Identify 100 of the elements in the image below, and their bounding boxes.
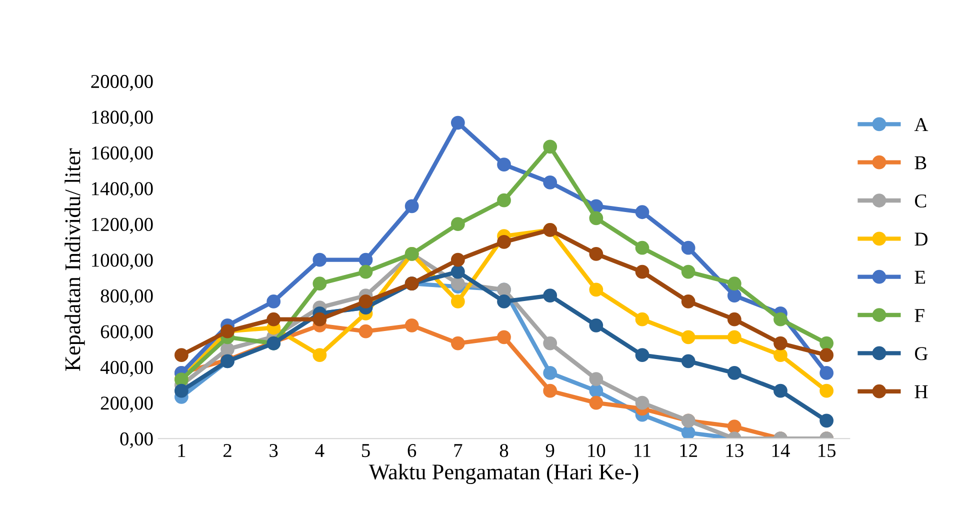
y-axis-title: Kepadatan Individu/ liter <box>64 148 85 371</box>
point <box>543 176 558 190</box>
x-axis-title: Waktu Pengamatan (Hari Ke-) <box>368 464 638 484</box>
point <box>589 372 604 386</box>
y-tick-label: 2000,00 <box>91 74 153 91</box>
point <box>635 205 650 220</box>
point <box>589 396 604 410</box>
point <box>312 276 327 291</box>
point <box>774 312 788 326</box>
y-tick-label: 0,00 <box>120 432 153 448</box>
point <box>543 288 558 303</box>
x-tick-label: 5 <box>362 444 370 458</box>
point <box>589 211 604 226</box>
y-tick-label: 400,00 <box>100 360 153 377</box>
point <box>450 217 465 232</box>
y-tick-label: 200,00 <box>100 396 153 413</box>
point <box>174 348 188 362</box>
point <box>635 264 650 279</box>
point <box>450 276 465 291</box>
point <box>727 330 742 344</box>
x-tick-label: 12 <box>680 444 697 457</box>
point <box>312 312 327 326</box>
y-tick-label: 1200,00 <box>92 218 153 234</box>
point <box>589 246 604 261</box>
point <box>497 330 511 344</box>
y-tick-label: 800,00 <box>100 289 153 306</box>
x-tick-label: 4 <box>315 444 324 457</box>
x-tick-label: 14 <box>772 444 790 457</box>
point <box>681 264 696 279</box>
x-tick-label: 7 <box>454 444 462 457</box>
x-tick-label: 11 <box>634 444 650 457</box>
point <box>266 294 281 308</box>
y-tick-label: 600,00 <box>100 325 153 342</box>
point <box>820 348 834 362</box>
point <box>635 396 650 410</box>
point <box>727 288 742 303</box>
legend-label: F <box>914 309 924 322</box>
point <box>543 384 558 398</box>
point <box>681 240 696 255</box>
point <box>497 158 511 172</box>
legend-label: B <box>914 156 926 170</box>
point <box>543 140 558 154</box>
point <box>358 294 373 308</box>
y-tick-label: 1000,00 <box>92 254 153 270</box>
point <box>681 354 696 368</box>
legend-label: H <box>914 385 928 398</box>
point <box>266 312 281 326</box>
point <box>681 294 696 308</box>
point <box>635 348 650 362</box>
legend-label: C <box>915 194 926 208</box>
x-tick-label: 6 <box>408 444 416 458</box>
x-tick-label: 9 <box>546 444 554 458</box>
point <box>589 318 604 332</box>
point <box>635 312 650 326</box>
y-tick-label: 1800,00 <box>92 110 153 127</box>
point <box>358 264 373 279</box>
point <box>450 116 465 130</box>
point <box>312 252 327 267</box>
point <box>635 240 650 255</box>
point <box>543 336 558 350</box>
point <box>727 420 742 434</box>
x-tick-label: 3 <box>270 444 278 458</box>
point <box>497 235 511 249</box>
point <box>820 336 834 350</box>
point <box>727 276 742 291</box>
x-tick-label: 15 <box>818 444 836 458</box>
x-tick-label: 2 <box>224 444 232 457</box>
point <box>450 336 465 350</box>
point <box>450 294 465 308</box>
legend-label: E <box>914 270 926 284</box>
x-tick-label: 10 <box>588 444 606 458</box>
point <box>450 264 465 279</box>
x-tick-label: 13 <box>726 444 744 458</box>
legend-label: D <box>914 232 928 246</box>
y-tick-label: 1600,00 <box>92 146 153 162</box>
x-tick-label: 8 <box>500 444 508 458</box>
point <box>174 384 188 398</box>
point <box>820 414 834 428</box>
point <box>681 426 696 439</box>
point <box>312 348 327 362</box>
point <box>497 193 511 208</box>
legend-label: A <box>914 118 928 131</box>
point <box>774 384 788 398</box>
point <box>820 366 834 380</box>
point <box>727 366 742 380</box>
point <box>450 252 465 267</box>
point <box>358 324 373 338</box>
point <box>497 294 511 308</box>
x-tick-label: 1 <box>178 444 186 457</box>
point <box>358 252 373 267</box>
point <box>727 312 742 326</box>
legend-label: G <box>915 347 928 360</box>
point <box>543 366 558 380</box>
point <box>404 199 419 214</box>
point <box>404 318 419 332</box>
point <box>589 282 604 297</box>
point <box>681 330 696 344</box>
point <box>820 384 834 398</box>
point <box>774 336 788 350</box>
y-tick-label: 1400,00 <box>92 182 153 198</box>
